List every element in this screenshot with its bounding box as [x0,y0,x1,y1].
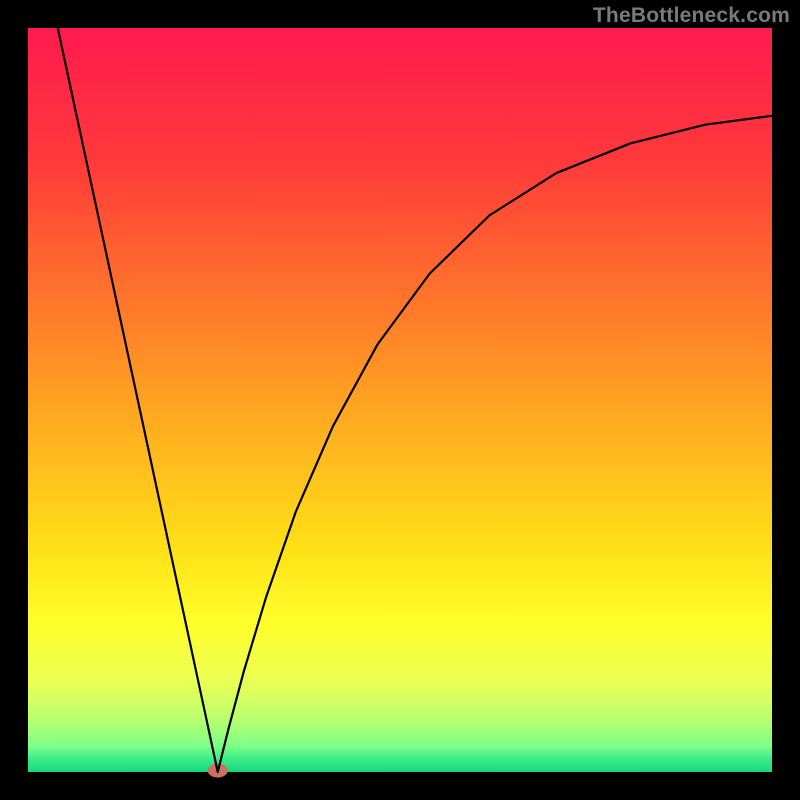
plot-background [28,28,772,772]
bottleneck-chart [0,0,800,800]
chart-canvas: { "watermark": { "text": "TheBottleneck.… [0,0,800,800]
watermark-text: TheBottleneck.com [593,4,790,28]
